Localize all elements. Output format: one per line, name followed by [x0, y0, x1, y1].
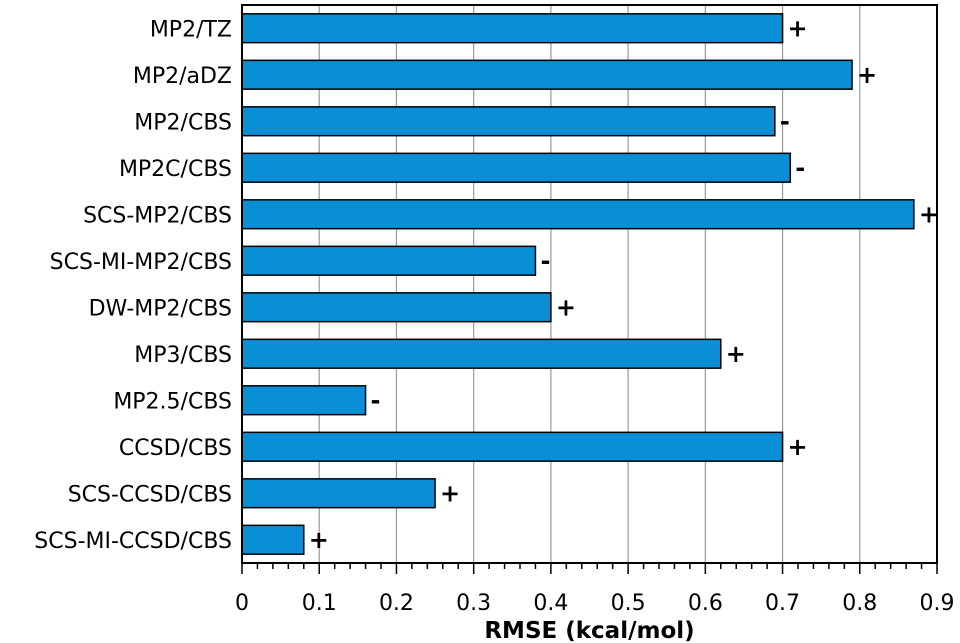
x-tick-label: 0.4 — [533, 591, 568, 616]
category-label: MP2/aDZ — [133, 64, 232, 89]
sign-label: + — [919, 200, 939, 228]
x-tick-label: 0 — [235, 591, 249, 616]
grid-lines — [318, 5, 861, 563]
bar — [241, 524, 305, 555]
sign-label: + — [556, 293, 576, 321]
x-axis-title: RMSE (kcal/mol) — [484, 618, 694, 643]
x-tick-label: 0.7 — [765, 591, 800, 616]
bar — [241, 385, 367, 416]
category-label: MP2C/CBS — [119, 157, 232, 182]
bar — [241, 13, 784, 44]
x-tick-label: 0.9 — [920, 591, 955, 616]
x-tick-label: 0.8 — [842, 591, 877, 616]
category-label: CCSD/CBS — [119, 436, 232, 461]
category-label: SCS-MI-CCSD/CBS — [34, 529, 232, 554]
sign-label: - — [780, 107, 790, 135]
bar — [241, 199, 915, 230]
category-label: MP3/CBS — [134, 343, 232, 368]
x-tick-label: 0.5 — [611, 591, 646, 616]
bar — [241, 59, 853, 90]
category-label: MP2/CBS — [134, 110, 232, 135]
x-tick-label: 0.1 — [302, 591, 337, 616]
category-label: MP2/TZ — [150, 17, 232, 42]
sign-label: - — [795, 154, 805, 182]
category-label: SCS-MP2/CBS — [83, 203, 232, 228]
bar — [241, 478, 436, 509]
sign-labels: ++--+-++-+++ — [309, 14, 939, 554]
sign-label: + — [788, 14, 808, 42]
sign-label: + — [788, 433, 808, 461]
sign-label: + — [857, 61, 877, 89]
sign-label: - — [371, 386, 381, 414]
sign-label: + — [726, 340, 746, 368]
bar — [241, 152, 792, 183]
bar — [241, 292, 552, 323]
plot-frame — [241, 4, 938, 564]
x-tick-label: 0.3 — [456, 591, 491, 616]
category-label: SCS-CCSD/CBS — [68, 482, 232, 507]
sign-label: + — [309, 526, 329, 554]
bar — [241, 106, 776, 137]
sign-label: - — [540, 247, 550, 275]
bars — [241, 13, 915, 555]
x-tick-label: 0.6 — [688, 591, 723, 616]
bar — [241, 245, 537, 276]
category-labels: MP2/TZ MP2/aDZ MP2/CBS MP2C/CBS SCS-MP2/CBS S… — [34, 17, 232, 554]
x-tick-label: 0.2 — [379, 591, 414, 616]
category-label: MP2.5/CBS — [113, 389, 232, 414]
x-axis-ticks: 0 0.1 0.2 0.3 0.4 0.5 0.6 0.7 0.8 0.9 — [235, 563, 955, 616]
category-label: SCS-MI-MP2/CBS — [50, 250, 232, 275]
bar — [241, 338, 722, 369]
bar — [241, 431, 784, 462]
category-label: DW-MP2/CBS — [89, 296, 232, 321]
sign-label: + — [440, 479, 460, 507]
